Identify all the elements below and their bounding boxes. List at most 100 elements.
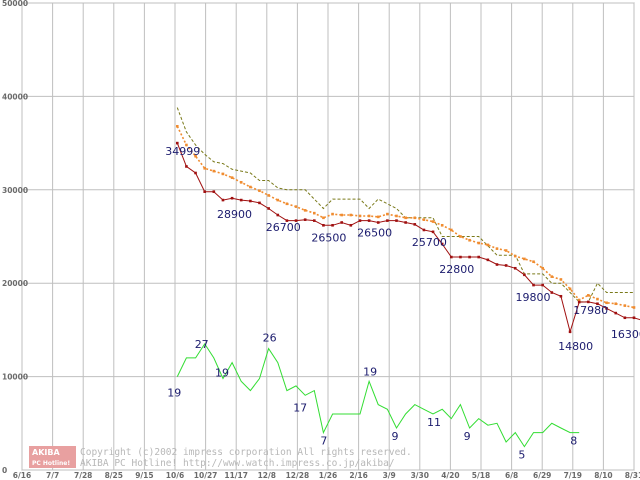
- data-point-low: [404, 221, 407, 224]
- y-tick-label: 0: [2, 466, 7, 475]
- data-point-average: [532, 260, 535, 264]
- data-point-average: [504, 249, 508, 252]
- data-point-low: [230, 196, 234, 200]
- x-tick-label: 11/17: [224, 471, 248, 480]
- chart-data-labels: 34999 28900 26700 26500 26500 25700 22800 19800…: [165, 145, 640, 462]
- x-tick-label: 8/10: [594, 471, 612, 480]
- data-point-average: [349, 213, 353, 217]
- series-line-low: [176, 142, 640, 334]
- x-tick-label: 3/30: [411, 471, 429, 480]
- data-point-average: [513, 254, 517, 258]
- data-point-average: [258, 189, 261, 193]
- data-label-shops: 5: [518, 449, 525, 462]
- data-label-shops: 17: [293, 401, 307, 414]
- x-tick-label: 7/7: [46, 471, 59, 480]
- data-label-low: 16300: [611, 328, 640, 341]
- watermark: AKIBA PC Hotline! Copyright (c)2002 impr…: [29, 446, 412, 469]
- data-point-average: [212, 169, 216, 173]
- x-tick-label: 6/16: [13, 471, 31, 480]
- data-point-average: [239, 181, 243, 184]
- x-tick-label: 10/6: [166, 471, 184, 480]
- x-tick-label: 3/9: [383, 471, 396, 480]
- watermark-logo-text-bottom: PC Hotline!: [32, 460, 70, 467]
- data-label-low: 26500: [311, 231, 346, 244]
- chart-grid: [21, 2, 635, 471]
- watermark-logo: [29, 446, 76, 468]
- data-label-low: 26500: [357, 227, 392, 240]
- data-point-low: [267, 207, 270, 210]
- data-point-low: [486, 258, 490, 262]
- y-tick-label: 10000: [2, 373, 28, 382]
- data-point-average: [294, 205, 298, 208]
- data-label-shops: 8: [570, 435, 577, 448]
- data-point-low: [349, 223, 353, 227]
- data-point-low: [504, 264, 508, 267]
- data-label-shops: 27: [195, 338, 209, 351]
- series-line-shops: [176, 342, 580, 448]
- data-label-shops: 11: [427, 416, 441, 429]
- x-tick-label: 6/8: [505, 471, 518, 480]
- y-tick-label: 20000: [2, 279, 28, 288]
- data-point-average: [459, 235, 462, 238]
- data-point-average: [523, 257, 526, 261]
- data-point-average: [413, 216, 417, 220]
- data-point-average: [614, 302, 618, 306]
- data-point-average: [185, 143, 188, 147]
- data-point-average: [267, 194, 270, 197]
- data-point-average: [358, 214, 362, 218]
- data-point-low: [175, 141, 179, 145]
- data-point-average: [386, 212, 389, 216]
- data-point-low: [322, 223, 325, 227]
- data-point-average: [376, 215, 380, 219]
- data-label-low: 26700: [266, 221, 301, 234]
- data-point-average: [395, 214, 398, 218]
- data-point-low: [239, 198, 243, 202]
- data-label-low: 34999: [165, 145, 200, 158]
- watermark-logo-text-top: AKIBA: [32, 448, 60, 457]
- data-point-average: [431, 220, 435, 223]
- data-point-low: [495, 263, 499, 266]
- data-point-low: [440, 242, 444, 246]
- data-point-low: [459, 255, 462, 259]
- data-point-average: [577, 298, 581, 302]
- y-tick-label: 30000: [2, 186, 28, 195]
- x-tick-label: 7/19: [564, 471, 582, 480]
- watermark-copyright: Copyright (c)2002 impress corporation Al…: [80, 447, 412, 458]
- data-point-low: [395, 219, 398, 222]
- data-point-low: [550, 291, 554, 294]
- data-point-low: [358, 219, 362, 222]
- data-point-low: [477, 255, 481, 259]
- x-tick-label: 10/27: [194, 471, 218, 480]
- data-point-low: [568, 330, 572, 334]
- data-point-average: [249, 185, 252, 189]
- x-tick-label: 7/28: [74, 471, 92, 480]
- data-point-low: [249, 199, 252, 203]
- data-label-shops: 7: [320, 435, 327, 448]
- data-point-average: [596, 297, 599, 301]
- data-label-low: 22800: [439, 263, 474, 276]
- data-point-average: [404, 216, 407, 220]
- data-label-low: 19800: [516, 291, 551, 304]
- data-point-low: [596, 302, 599, 306]
- data-point-low: [340, 221, 344, 224]
- data-point-low: [276, 213, 280, 217]
- data-point-low: [331, 223, 334, 227]
- data-point-low: [559, 294, 563, 298]
- data-point-average: [175, 124, 179, 128]
- data-point-low: [386, 219, 389, 222]
- data-point-average: [541, 266, 544, 270]
- x-tick-label: 4/20: [441, 471, 459, 480]
- data-point-average: [303, 209, 307, 212]
- data-label-shops: 19: [167, 387, 181, 400]
- data-label-shops: 9: [464, 430, 471, 443]
- data-point-average: [468, 238, 471, 242]
- data-point-low: [185, 165, 188, 168]
- data-point-average: [623, 304, 627, 307]
- data-point-low: [367, 219, 371, 222]
- data-label-low: 17980: [573, 304, 608, 317]
- data-point-low: [623, 316, 627, 320]
- x-tick-label: 1/26: [319, 471, 337, 480]
- data-point-low: [605, 307, 608, 310]
- data-point-average: [605, 301, 608, 305]
